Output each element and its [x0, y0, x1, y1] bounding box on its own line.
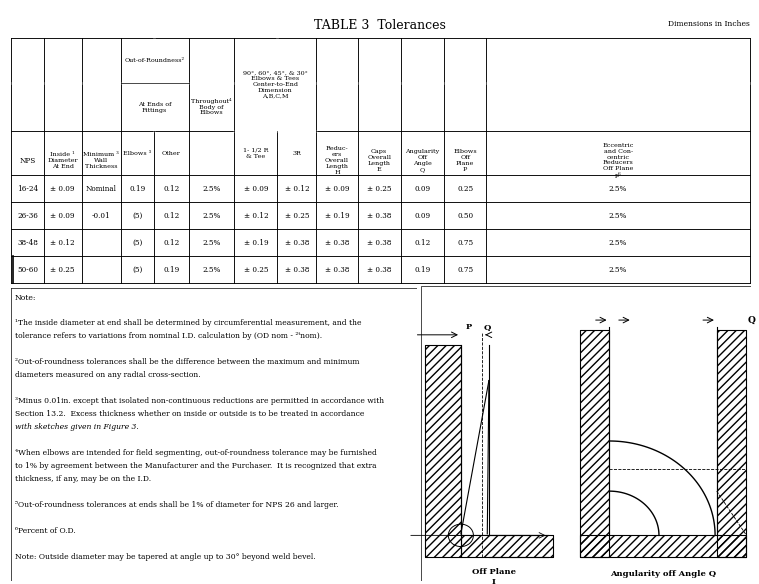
Text: Off Plane: Off Plane — [472, 568, 516, 576]
Text: ± 0.38: ± 0.38 — [367, 266, 392, 274]
Text: Section 13.2.  Excess thickness whether on inside or outside is to be treated in: Section 13.2. Excess thickness whether o… — [14, 411, 364, 418]
Text: 0.19: 0.19 — [414, 266, 430, 274]
Text: Q: Q — [748, 315, 756, 325]
Text: 2.5%: 2.5% — [203, 239, 221, 247]
Text: tolerance refers to variations from nominal I.D. calculation by (OD nom - ²ᵗnom): tolerance refers to variations from nomi… — [14, 332, 322, 340]
Text: 0.09: 0.09 — [414, 212, 430, 220]
Text: 2.5%: 2.5% — [609, 266, 627, 274]
Bar — [580, 536, 746, 558]
Text: Eccentric
and Con-
centric
Reducers
Off Plane
p⁶: Eccentric and Con- centric Reducers Off … — [603, 143, 634, 178]
Text: diameters measured on any radial cross-section.: diameters measured on any radial cross-s… — [14, 371, 200, 380]
Bar — [716, 331, 746, 558]
Text: ± 0.38: ± 0.38 — [367, 212, 392, 220]
Text: ± 0.12: ± 0.12 — [50, 239, 75, 247]
Text: ± 0.09: ± 0.09 — [244, 185, 268, 193]
Text: ± 0.25: ± 0.25 — [244, 266, 268, 274]
Text: 90°, 60°, 45°, & 30°
Elbows & Tees
Center-to-End
Dimension
A,B,C,M: 90°, 60°, 45°, & 30° Elbows & Tees Cente… — [243, 71, 308, 99]
Text: ³Minus 0.01in. except that isolated non-continuous reductions are permitted in a: ³Minus 0.01in. except that isolated non-… — [14, 397, 384, 405]
Text: 0.75: 0.75 — [457, 266, 474, 274]
Text: 2.5%: 2.5% — [203, 266, 221, 274]
Text: Elbows
Off
Plane
P: Elbows Off Plane P — [453, 150, 477, 172]
Text: ± 0.09: ± 0.09 — [50, 212, 75, 220]
Text: 3R: 3R — [292, 151, 301, 156]
Text: ²Out-of-roundness tolerances shall be the difference between the maximum and min: ²Out-of-roundness tolerances shall be th… — [14, 359, 359, 366]
Text: 0.12: 0.12 — [163, 212, 179, 220]
Text: with sketches given in Figure 3.: with sketches given in Figure 3. — [14, 423, 138, 432]
Text: ± 0.12: ± 0.12 — [244, 212, 268, 220]
Bar — [461, 536, 553, 558]
Text: ⁵Out-of-roundness tolerances at ends shall be 1% of diameter for NPS 26 and larg: ⁵Out-of-roundness tolerances at ends sha… — [14, 501, 338, 509]
Text: I: I — [492, 578, 496, 584]
Text: 0.50: 0.50 — [457, 212, 474, 220]
Text: ± 0.38: ± 0.38 — [367, 239, 392, 247]
Text: Inside ¹
Diameter
At End: Inside ¹ Diameter At End — [47, 152, 78, 169]
Text: 0.12: 0.12 — [163, 239, 179, 247]
Text: Throughout⁴
Body of
Elbows: Throughout⁴ Body of Elbows — [191, 98, 231, 116]
Text: Angularity
Off
Angle
Q: Angularity Off Angle Q — [405, 150, 439, 172]
Text: 0.19: 0.19 — [129, 185, 146, 193]
Text: 2.5%: 2.5% — [609, 239, 627, 247]
Text: ± 0.19: ± 0.19 — [244, 239, 268, 247]
Text: ± 0.25: ± 0.25 — [367, 185, 392, 193]
Text: Elbows ³: Elbows ³ — [123, 151, 151, 156]
Text: NPS: NPS — [20, 157, 36, 165]
Text: (5): (5) — [132, 266, 143, 274]
Text: ⁶Percent of O.D.: ⁶Percent of O.D. — [14, 527, 75, 535]
Bar — [716, 331, 746, 558]
Text: Dimensions in Inches: Dimensions in Inches — [668, 20, 750, 28]
Bar — [580, 536, 746, 558]
Text: Q: Q — [484, 324, 491, 331]
Text: ¹The inside diameter at end shall be determined by circumferential measurement, : ¹The inside diameter at end shall be det… — [14, 319, 361, 328]
Text: ⁴When elbows are intended for field segmenting, out-of-roundness tolerance may b: ⁴When elbows are intended for field segm… — [14, 449, 376, 457]
Text: Note:: Note: — [14, 294, 36, 301]
Text: Caps
Overall
Length
E: Caps Overall Length E — [367, 150, 391, 172]
Text: 1- 1/2 R
& Tee: 1- 1/2 R & Tee — [243, 148, 269, 159]
Text: Minimum ³
Wall
Thickness: Minimum ³ Wall Thickness — [83, 152, 119, 169]
Text: 2.5%: 2.5% — [203, 212, 221, 220]
Text: ± 0.25: ± 0.25 — [50, 266, 75, 274]
Text: Angularity off Angle Q: Angularity off Angle Q — [610, 570, 716, 578]
Text: 38-48: 38-48 — [17, 239, 38, 247]
Text: Other: Other — [162, 151, 181, 156]
Text: (5): (5) — [132, 239, 143, 247]
Text: to 1% by agreement between the Manufacturer and the Purchaser.  It is recognized: to 1% by agreement between the Manufactu… — [14, 462, 376, 470]
Text: Note: Outside diameter may be tapered at angle up to 30° beyond weld bevel.: Note: Outside diameter may be tapered at… — [14, 553, 315, 561]
Text: 2.5%: 2.5% — [609, 185, 627, 193]
Text: -0.01: -0.01 — [92, 212, 111, 220]
Text: Out-of-Roundness²: Out-of-Roundness² — [124, 58, 184, 63]
Text: ± 0.38: ± 0.38 — [285, 266, 309, 274]
Text: At Ends of
Fittings: At Ends of Fittings — [138, 102, 172, 113]
Bar — [424, 345, 461, 558]
Text: P: P — [465, 324, 471, 331]
Text: 0.12: 0.12 — [163, 185, 179, 193]
Text: (5): (5) — [132, 212, 143, 220]
Text: 2.5%: 2.5% — [203, 185, 221, 193]
Bar — [461, 536, 553, 558]
Text: 0.09: 0.09 — [414, 185, 430, 193]
Text: ± 0.19: ± 0.19 — [325, 212, 349, 220]
Text: thickness, if any, may be on the I.D.: thickness, if any, may be on the I.D. — [14, 475, 151, 483]
Text: 0.19: 0.19 — [163, 266, 179, 274]
Text: 2.5%: 2.5% — [609, 212, 627, 220]
Text: Reduc-
ers
Overall
Length
H: Reduc- ers Overall Length H — [325, 147, 349, 175]
Text: 16-24: 16-24 — [17, 185, 38, 193]
Text: ± 0.25: ± 0.25 — [285, 212, 309, 220]
Text: 26-36: 26-36 — [17, 212, 38, 220]
Text: 0.12: 0.12 — [414, 239, 430, 247]
Bar — [580, 331, 609, 558]
Bar — [424, 345, 461, 558]
Text: ± 0.38: ± 0.38 — [325, 239, 349, 247]
Text: ± 0.38: ± 0.38 — [325, 266, 349, 274]
Text: 0.25: 0.25 — [457, 185, 474, 193]
Text: 0.75: 0.75 — [457, 239, 474, 247]
Text: ± 0.12: ± 0.12 — [285, 185, 309, 193]
Text: TABLE 3  Tolerances: TABLE 3 Tolerances — [313, 19, 446, 32]
Text: ± 0.38: ± 0.38 — [285, 239, 309, 247]
Text: Nominal: Nominal — [86, 185, 117, 193]
Text: ± 0.09: ± 0.09 — [325, 185, 349, 193]
Text: 50-60: 50-60 — [17, 266, 38, 274]
Text: ± 0.09: ± 0.09 — [50, 185, 75, 193]
Bar — [580, 331, 609, 558]
